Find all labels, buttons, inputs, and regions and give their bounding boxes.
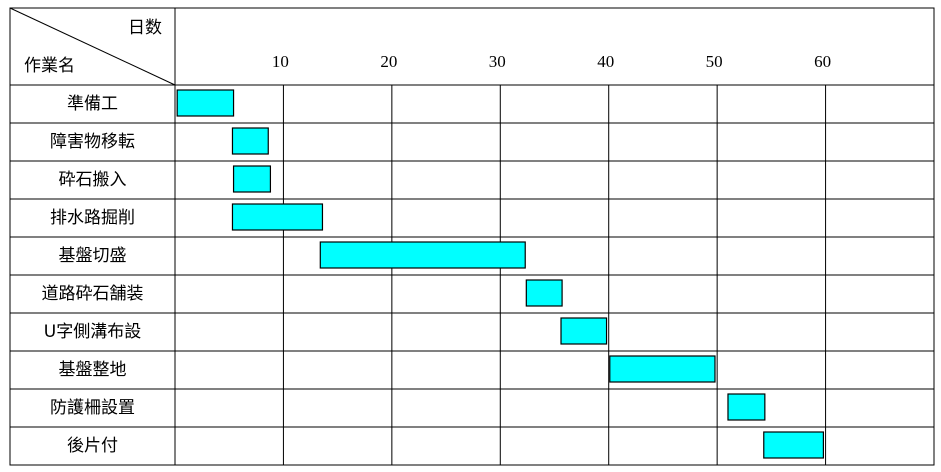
task-label: U字側溝布設	[44, 322, 141, 342]
task-bar	[763, 431, 825, 459]
task-label: 防護柵設置	[50, 398, 135, 418]
task-label: 道路砕石舗装	[42, 284, 144, 304]
task-label: 砕石搬入	[59, 170, 127, 190]
task-label: 準備工	[67, 94, 118, 114]
task-bar	[609, 355, 716, 383]
header-diagonal	[9, 7, 176, 86]
task-label: 基盤切盛	[59, 246, 127, 266]
task-label: 基盤整地	[59, 360, 127, 380]
task-bar	[525, 279, 563, 307]
task-bar	[232, 165, 272, 193]
x-tick-label: 10	[272, 52, 289, 71]
task-bar	[231, 127, 269, 155]
x-tick-label: 30	[489, 52, 506, 71]
task-label: 後片付	[67, 436, 118, 456]
value-header: 日数	[128, 18, 162, 38]
task-label: 障害物移転	[50, 132, 135, 152]
task-bar	[319, 241, 526, 269]
x-tick-label: 60	[814, 52, 831, 71]
category-header: 作業名	[24, 56, 75, 76]
x-tick-label: 50	[706, 52, 723, 71]
x-tick-label: 20	[380, 52, 397, 71]
task-bar	[231, 203, 324, 231]
task-bar	[560, 317, 608, 345]
task-bar	[176, 89, 235, 117]
task-bar	[727, 393, 766, 421]
x-tick-label: 40	[597, 52, 614, 71]
task-label: 排水路掘削	[50, 208, 135, 228]
